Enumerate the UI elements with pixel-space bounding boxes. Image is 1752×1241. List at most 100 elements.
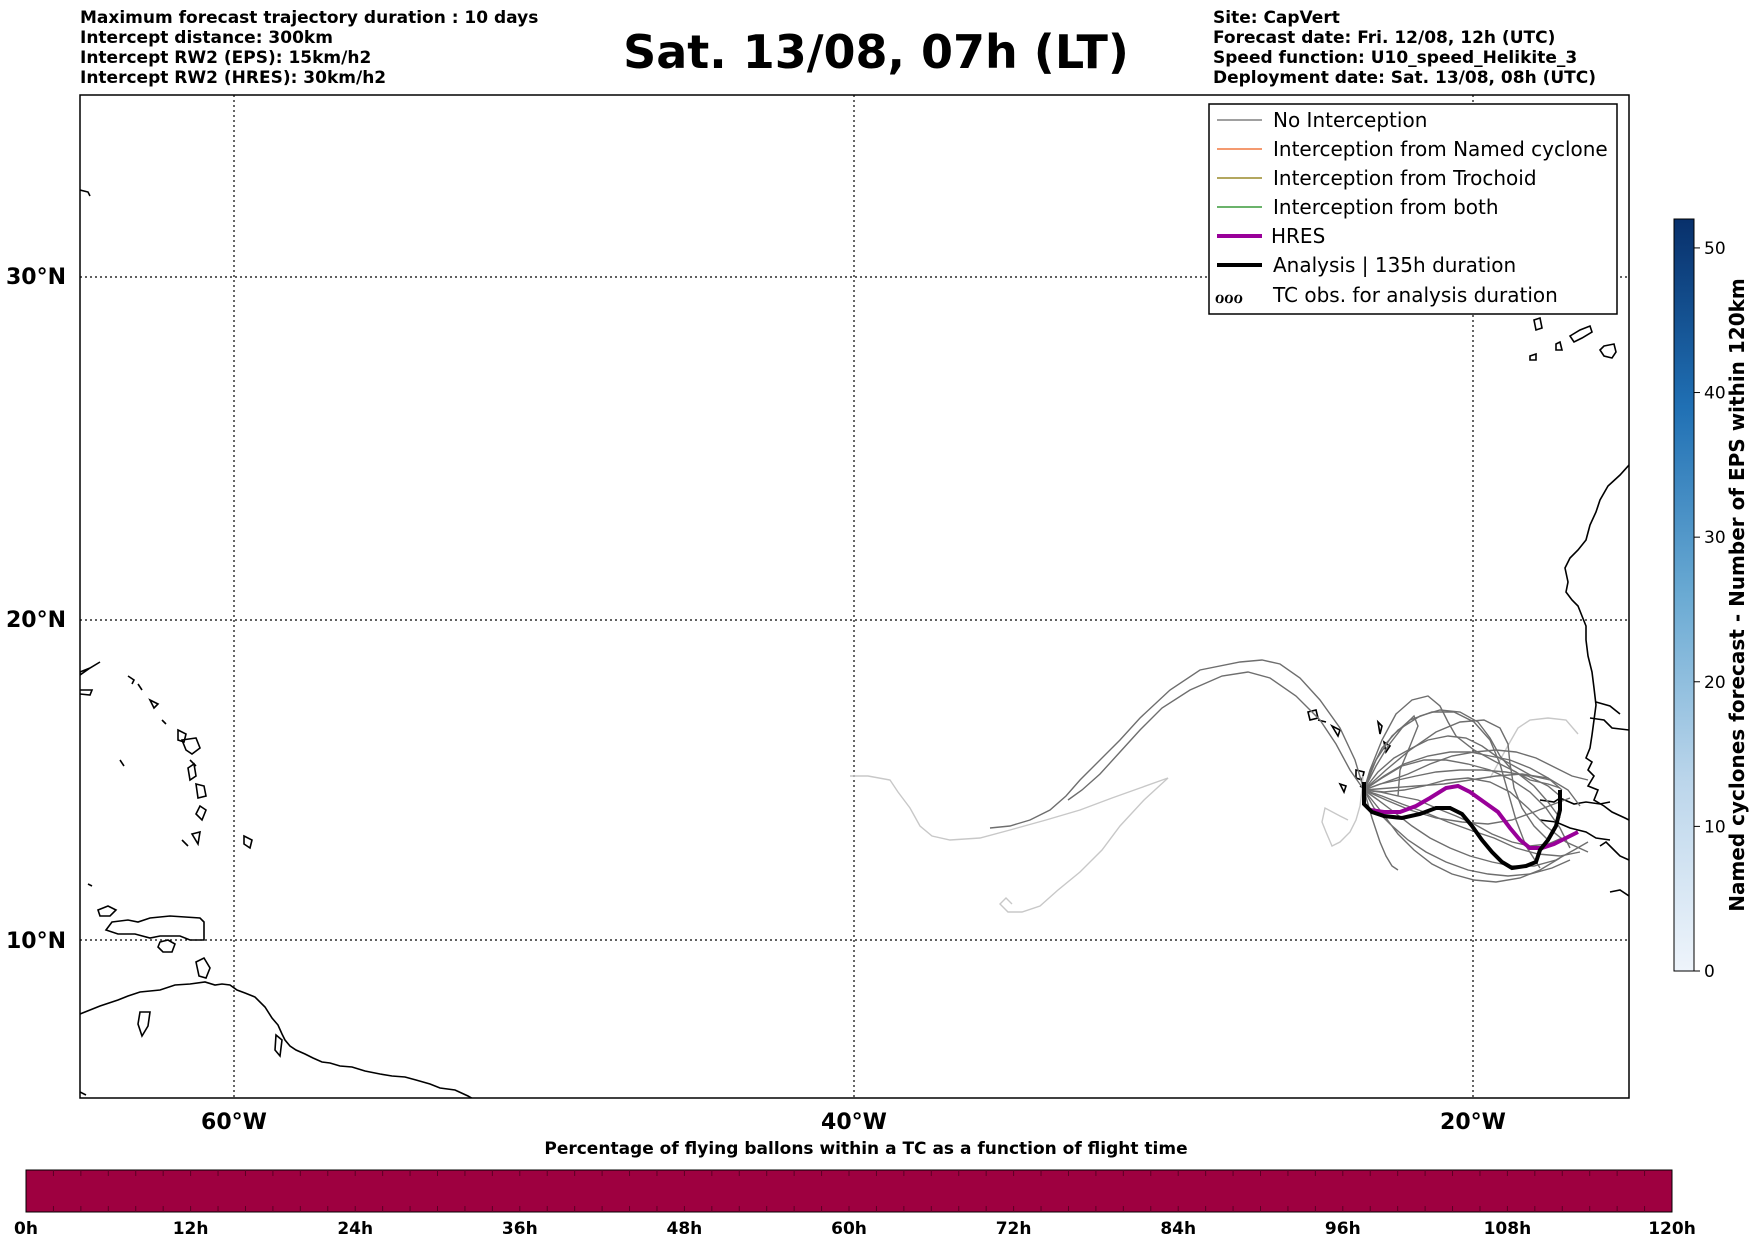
lat-label: 20°N — [6, 608, 66, 633]
trajectory — [1067, 671, 1365, 801]
guinea-coast — [1609, 889, 1629, 897]
lesser-antilles — [177, 728, 187, 744]
analysis-hres-tracks — [1362, 782, 1579, 871]
bottom-colorbar-tick-label: 24h — [337, 1219, 373, 1239]
site-line: Site: CapVert — [1213, 8, 1340, 28]
canary-islands — [1533, 316, 1543, 332]
trajectory — [1363, 719, 1549, 841]
guinea-coast — [1539, 819, 1611, 841]
param-line: Intercept distance: 300km — [80, 28, 333, 48]
guinea-coast — [1599, 840, 1629, 861]
bottom-colorbar-label: Percentage of flying ballons within a TC… — [544, 1139, 1187, 1159]
bottom-colorbar-tick-label: 96h — [1325, 1219, 1361, 1239]
site-info: Site: CapVert Forecast date: Fri. 12/08,… — [1213, 8, 1596, 88]
lesser-antilles — [119, 759, 125, 767]
trajectory — [1363, 789, 1561, 883]
site-line: Deployment date: Sat. 13/08, 08h (UTC) — [1213, 68, 1597, 88]
site-line: Speed function: U10_speed_Helikite_3 — [1213, 48, 1578, 68]
island-chain — [274, 1033, 283, 1058]
latitude-labels: 30°N 20°N 10°N — [6, 265, 66, 954]
lesser-antilles — [80, 689, 94, 696]
trajectory-light — [1321, 775, 1364, 847]
cape-verde-islands — [1355, 768, 1365, 782]
legend-box — [1208, 103, 1618, 315]
param-line: Intercept RW2 (EPS): 15km/h2 — [80, 48, 372, 68]
lesser-antilles — [195, 804, 207, 822]
caribbean-island — [104, 915, 205, 941]
legend-item: No Interception — [1273, 108, 1427, 132]
colorbar-gradient — [1673, 218, 1695, 972]
trajectory-light — [850, 775, 1169, 841]
colorbar-label: Named cyclones forecast - Number of EPS … — [1725, 278, 1749, 912]
colorbar-tick-label: 30 — [1704, 528, 1726, 548]
bottom-colorbar-tick-label: 108h — [1484, 1219, 1532, 1239]
legend-item: HRES — [1271, 224, 1325, 248]
legend-item: Interception from Trochoid — [1273, 166, 1537, 190]
site-line: Forecast date: Fri. 12/08, 12h (UTC) — [1213, 28, 1556, 48]
forecast-parameters: Maximum forecast trajectory duration : 1… — [80, 8, 538, 88]
lesser-antilles — [127, 675, 136, 685]
colorbar-bottom: Percentage of flying ballons within a TC… — [14, 1139, 1696, 1239]
lesser-antilles — [80, 189, 91, 197]
guinea-coast — [1539, 797, 1611, 805]
trajectory — [1363, 714, 1419, 797]
legend-item: Interception from both — [1273, 195, 1499, 219]
colorbar-tick-label: 20 — [1704, 673, 1726, 693]
west-africa-coast — [1564, 464, 1629, 821]
trajectory — [1363, 769, 1561, 797]
cape-verde-islands — [1317, 719, 1327, 723]
trajectory — [1363, 789, 1571, 825]
guinea-coast — [1589, 717, 1629, 731]
lesser-antilles — [189, 759, 197, 767]
trajectory — [1363, 749, 1589, 791]
lesser-antilles — [243, 834, 253, 850]
lesser-antilles — [87, 883, 93, 887]
colorbar-right: 50 40 30 20 10 0 Named cyclones forecast - Nu… — [1673, 218, 1749, 982]
bottom-colorbar-tick-label: 0h — [14, 1219, 38, 1239]
analysis-track — [1362, 782, 1562, 871]
eps-trajectories — [850, 659, 1589, 913]
bottom-colorbar-bar — [25, 1169, 1673, 1213]
trajectory — [989, 659, 1365, 829]
caribbean-island — [97, 905, 118, 917]
colorbar-tick-label: 0 — [1704, 962, 1715, 982]
cyclone-symbol-icon: ℴℴℴ — [1215, 284, 1243, 308]
canary-islands — [1555, 340, 1564, 351]
trajectory — [1363, 773, 1581, 807]
hres-track — [1369, 783, 1579, 850]
lon-label: 40°W — [821, 1110, 887, 1135]
legend-item: Analysis | 135h duration — [1273, 253, 1516, 277]
lesser-antilles — [180, 737, 201, 755]
delta-islands — [195, 956, 211, 979]
cape-verde-islands — [1376, 719, 1383, 735]
bottom-colorbar-tick-label: 72h — [996, 1219, 1032, 1239]
bottom-colorbar-tick-label: 48h — [667, 1219, 703, 1239]
trinidad — [157, 939, 176, 953]
trajectory — [1363, 695, 1561, 819]
trajectory — [1363, 789, 1581, 857]
colorbar-tick-label: 40 — [1704, 384, 1726, 404]
legend-item: TC obs. for analysis duration — [1272, 283, 1558, 307]
lesser-antilles — [148, 698, 160, 710]
lat-label: 30°N — [6, 265, 66, 290]
bottom-colorbar-ticks: 0h 12h 24h 36h 48h 60h 72h 84h 96h 108h 120h — [14, 1170, 1696, 1239]
param-line: Maximum forecast trajectory duration : 1… — [80, 8, 539, 28]
lesser-antilles — [187, 762, 197, 782]
page-title: Sat. 13/08, 07h (LT) — [623, 25, 1129, 79]
colorbar-tick-label: 50 — [1704, 239, 1726, 259]
lesser-antilles — [181, 839, 189, 847]
trajectory — [1363, 777, 1589, 853]
canary-islands — [1568, 324, 1593, 344]
trajectory — [1363, 759, 1571, 849]
param-line: Intercept RW2 (HRES): 30km/h2 — [80, 68, 387, 88]
colorbar-tick-label: 10 — [1704, 817, 1726, 837]
lat-label: 10°N — [6, 929, 66, 954]
cape-verde-islands — [1338, 782, 1348, 795]
legend-item: Interception from Named cyclone — [1273, 137, 1608, 161]
trajectory — [1363, 709, 1561, 791]
lon-label: 60°W — [201, 1110, 267, 1135]
legend: No Interception Interception from Named … — [1208, 103, 1618, 315]
bottom-colorbar-tick-label: 36h — [502, 1219, 538, 1239]
bottom-colorbar-tick-label: 60h — [831, 1219, 867, 1239]
